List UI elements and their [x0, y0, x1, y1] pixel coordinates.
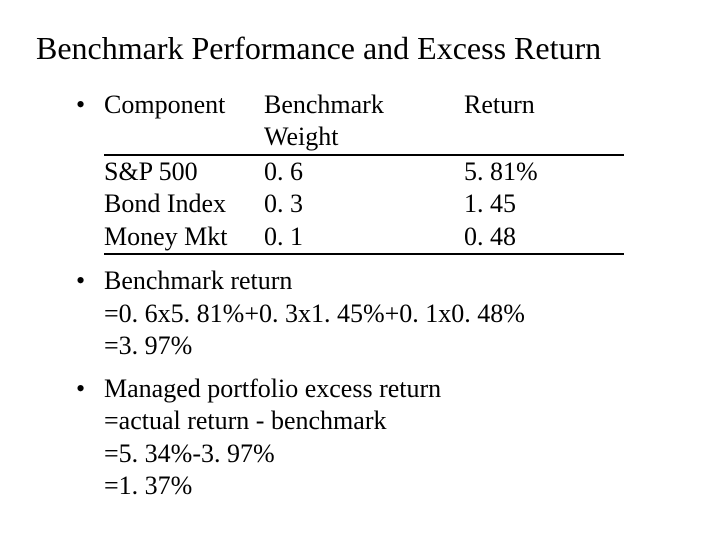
excess-return-result: =1. 37% [104, 470, 684, 503]
cell-return: 5. 81% [464, 155, 624, 189]
slide-title: Benchmark Performance and Excess Return [36, 30, 684, 67]
table-row: Money Mkt 0. 1 0. 48 [104, 221, 624, 255]
slide-body: Component Benchmark Return Weight S&P 50… [76, 89, 684, 503]
table-row: Bond Index 0. 3 1. 45 [104, 188, 624, 221]
col-header-weight-line1: Benchmark [264, 89, 464, 122]
cell-return: 1. 45 [464, 188, 624, 221]
col-header-component: Component [104, 89, 264, 122]
cell-weight: 0. 1 [264, 221, 464, 255]
benchmark-return-result: =3. 97% [104, 330, 684, 363]
excess-return-formula-2: =5. 34%-3. 97% [104, 438, 684, 471]
benchmark-table: Component Benchmark Return Weight S&P 50… [104, 89, 624, 256]
table-header-row: Component Benchmark Return [104, 89, 624, 122]
benchmark-return-label: Benchmark return [104, 265, 684, 298]
slide: Benchmark Performance and Excess Return … [0, 0, 720, 540]
col-header-weight-line2: Weight [264, 121, 464, 155]
cell-component: Money Mkt [104, 221, 264, 255]
bullet-excess-return: Managed portfolio excess return =actual … [76, 373, 684, 503]
table-header-row-2: Weight [104, 121, 624, 155]
header-blank-2 [464, 121, 624, 155]
cell-component: Bond Index [104, 188, 264, 221]
cell-return: 0. 48 [464, 221, 624, 255]
bullet-table: Component Benchmark Return Weight S&P 50… [76, 89, 684, 256]
cell-weight: 0. 3 [264, 188, 464, 221]
excess-return-formula-1: =actual return - benchmark [104, 405, 684, 438]
cell-component: S&P 500 [104, 155, 264, 189]
table-row: S&P 500 0. 6 5. 81% [104, 155, 624, 189]
col-header-return: Return [464, 89, 624, 122]
cell-weight: 0. 6 [264, 155, 464, 189]
bullet-benchmark-return: Benchmark return =0. 6x5. 81%+0. 3x1. 45… [76, 265, 684, 363]
excess-return-label: Managed portfolio excess return [104, 373, 684, 406]
header-blank-1 [104, 121, 264, 155]
benchmark-return-formula: =0. 6x5. 81%+0. 3x1. 45%+0. 1x0. 48% [104, 298, 684, 331]
